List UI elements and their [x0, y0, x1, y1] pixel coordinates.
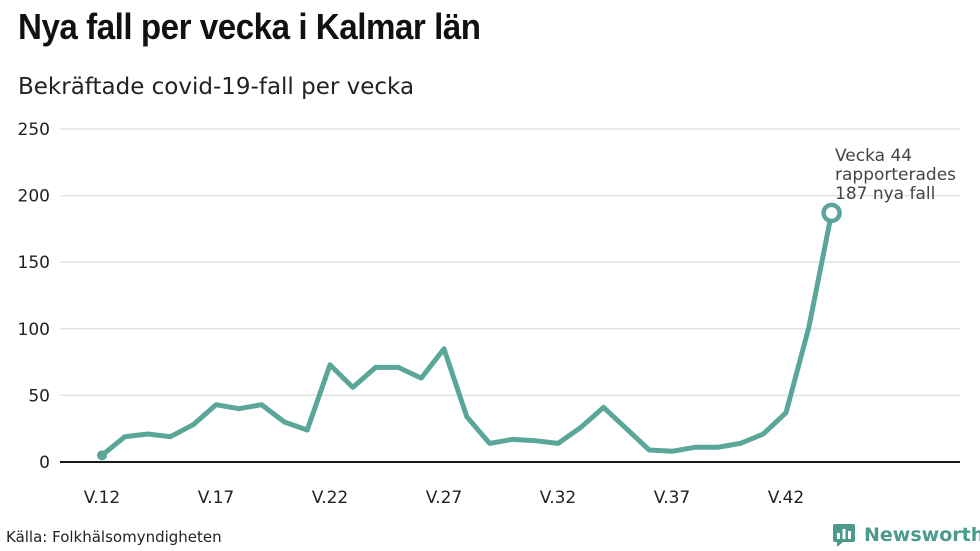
end-point-marker: [821, 202, 842, 224]
start-point-marker: [97, 450, 107, 461]
y-axis-ticks: 0 50 100 150 200 250: [18, 120, 50, 473]
y-tick-label-100: 100: [18, 320, 50, 340]
x-tick-label-V.17: V.17: [198, 488, 234, 508]
y-tick-label-50: 50: [28, 386, 50, 406]
y-tick-label-250: 250: [18, 120, 50, 140]
annotation-line-2: rapporterades: [835, 165, 956, 185]
chart-subtitle: Bekräftade covid-19-fall per vecka: [18, 74, 415, 100]
y-tick-label-0: 0: [39, 453, 50, 473]
source-note: Källa: Folkhälsomyndigheten: [6, 528, 222, 546]
x-tick-label-V.42: V.42: [768, 488, 804, 508]
x-tick-label-V.27: V.27: [426, 488, 462, 508]
x-tick-label-V.37: V.37: [654, 488, 690, 508]
x-axis-ticks: V.12 V.17 V.22 V.27 V.32 V.37 V.42: [84, 488, 804, 508]
gridlines: [60, 128, 960, 463]
series-layer: [97, 202, 842, 461]
newsworthy-logo-icon: [833, 524, 855, 547]
brand-name: Newsworthy: [864, 524, 980, 546]
y-tick-label-150: 150: [18, 253, 50, 273]
x-tick-label-V.12: V.12: [84, 488, 120, 508]
y-tick-label-200: 200: [18, 187, 50, 207]
series-line: [99, 210, 835, 458]
brand-logo: Newsworthy: [832, 522, 980, 548]
annotation-line-1: Vecka 44: [835, 146, 912, 166]
chart-title: Nya fall per vecka i Kalmar län: [18, 6, 481, 47]
x-tick-label-V.22: V.22: [312, 488, 348, 508]
x-tick-label-V.32: V.32: [540, 488, 576, 508]
annotation-line-3: 187 nya fall: [835, 184, 935, 204]
